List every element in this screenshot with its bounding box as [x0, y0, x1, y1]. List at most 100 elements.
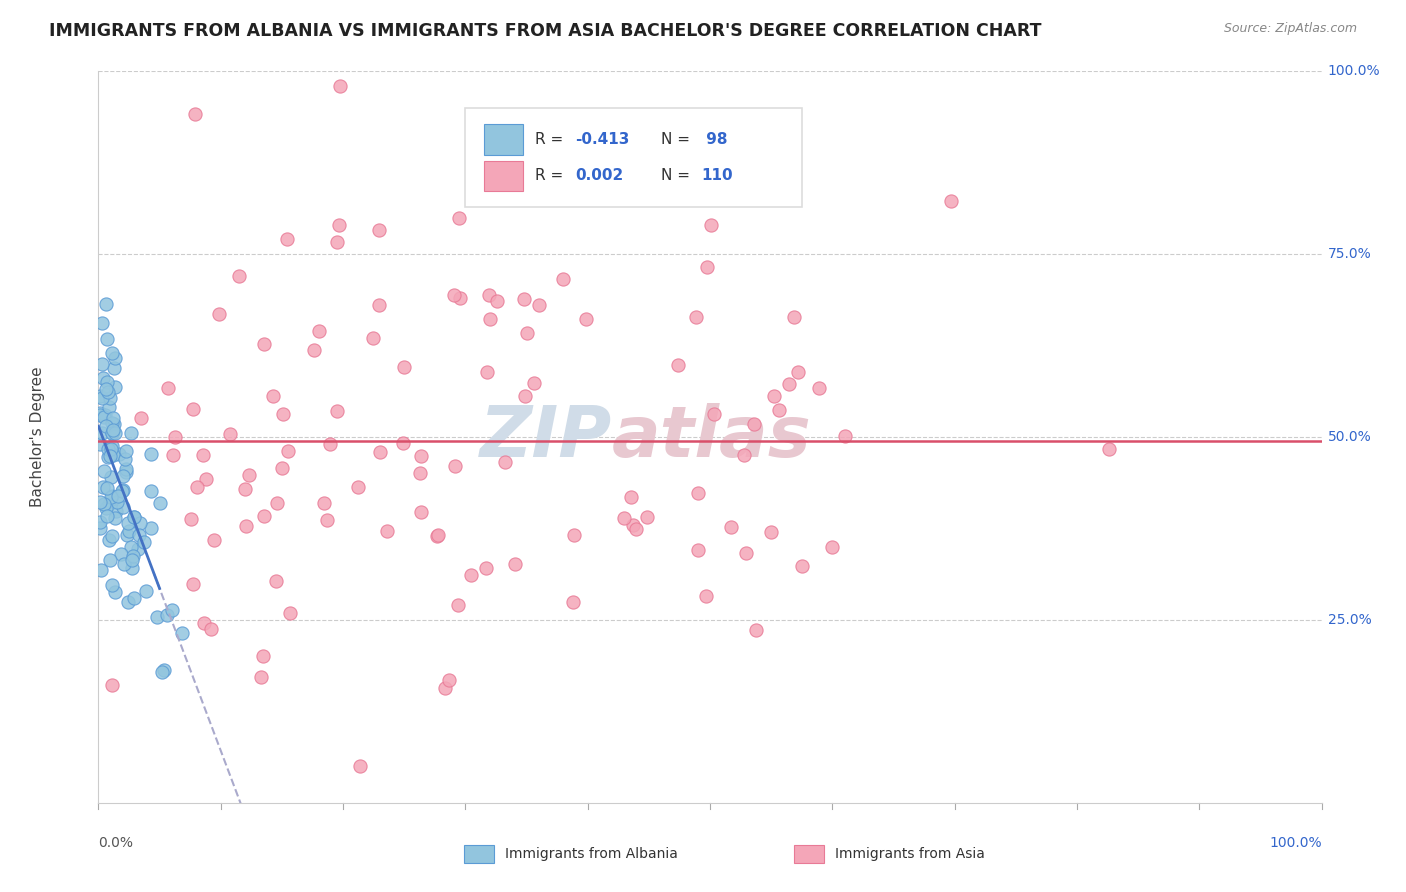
Point: [101, 448, 124, 462]
Point: [409, 505, 432, 519]
Point: [367, 223, 389, 237]
Point: [101, 577, 124, 591]
Point: [114, 462, 136, 476]
Point: [620, 490, 643, 504]
Point: [475, 365, 498, 379]
Point: [90, 426, 112, 441]
Point: [139, 520, 162, 534]
Point: [122, 591, 145, 605]
Point: [96, 509, 118, 524]
Point: [129, 516, 152, 530]
Point: [101, 529, 124, 543]
Point: [105, 495, 128, 509]
Point: [193, 616, 215, 631]
Point: [527, 298, 550, 312]
Point: [443, 288, 465, 302]
Point: [668, 358, 690, 372]
Point: [134, 534, 156, 549]
Point: [312, 496, 335, 510]
Point: [277, 444, 299, 458]
Point: [98, 553, 121, 567]
Point: [89, 494, 111, 508]
Point: [163, 430, 186, 444]
Point: [368, 445, 391, 459]
Point: [100, 489, 122, 503]
Point: [745, 624, 768, 638]
Point: [96, 375, 118, 389]
Point: [280, 606, 302, 620]
Point: [141, 447, 163, 461]
Point: [146, 610, 169, 624]
Point: [449, 211, 471, 225]
Point: [110, 548, 132, 562]
Point: [562, 528, 585, 542]
Point: [94, 409, 117, 423]
Point: [266, 496, 288, 510]
Point: [115, 465, 138, 479]
Point: [111, 500, 134, 514]
Point: [367, 298, 389, 312]
Point: [626, 522, 648, 536]
Point: [97, 384, 120, 399]
Text: Bachelor's Degree: Bachelor's Degree: [30, 367, 45, 508]
Point: [127, 542, 149, 557]
Point: [93, 371, 115, 385]
Point: [97, 442, 120, 456]
Point: [115, 528, 138, 542]
Text: N =: N =: [661, 132, 695, 147]
Point: [786, 365, 808, 379]
Point: [89, 437, 111, 451]
Text: Source: ZipAtlas.com: Source: ZipAtlas.com: [1223, 22, 1357, 36]
Point: [121, 560, 143, 574]
Point: [768, 402, 790, 417]
Point: [426, 529, 449, 543]
Point: [733, 448, 755, 462]
Point: [180, 512, 202, 526]
Point: [235, 518, 257, 533]
Point: [111, 484, 134, 499]
FancyBboxPatch shape: [464, 846, 494, 863]
Point: [141, 483, 163, 498]
Point: [103, 417, 125, 432]
Point: [762, 389, 785, 403]
Point: [98, 496, 121, 510]
Point: [783, 310, 806, 325]
Point: [575, 312, 598, 326]
Point: [439, 673, 461, 687]
Point: [162, 448, 184, 462]
Point: [553, 272, 575, 286]
Point: [101, 439, 124, 453]
Point: [474, 561, 496, 575]
Point: [128, 527, 150, 541]
Point: [494, 455, 516, 469]
Point: [97, 450, 120, 464]
Point: [326, 404, 349, 418]
Point: [479, 311, 502, 326]
Point: [135, 584, 157, 599]
Point: [149, 496, 172, 510]
Text: 100.0%: 100.0%: [1270, 836, 1322, 850]
FancyBboxPatch shape: [484, 124, 523, 154]
Point: [100, 677, 122, 691]
Point: [156, 381, 179, 395]
Point: [104, 380, 127, 394]
Point: [104, 351, 127, 366]
Text: 0.002: 0.002: [575, 169, 624, 184]
Point: [325, 235, 347, 249]
Point: [100, 490, 122, 504]
Point: [808, 381, 831, 395]
Point: [276, 232, 298, 246]
Point: [94, 500, 117, 515]
Point: [302, 343, 325, 357]
Point: [449, 291, 471, 305]
Point: [100, 442, 122, 456]
Point: [101, 410, 124, 425]
Point: [93, 410, 115, 425]
Point: [319, 437, 342, 451]
Text: 50.0%: 50.0%: [1327, 430, 1371, 444]
Point: [200, 622, 222, 636]
Point: [96, 481, 118, 495]
Point: [328, 219, 350, 233]
Point: [219, 426, 242, 441]
Point: [734, 546, 756, 560]
